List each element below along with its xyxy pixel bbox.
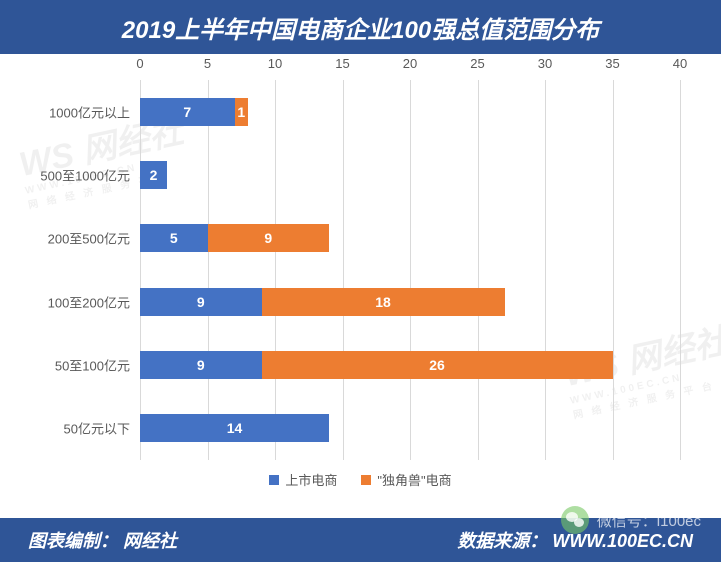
gridline [208,80,209,460]
bar-segment: 5 [140,224,208,252]
plot-area: 05101520253035401000亿元以上71500至1000亿元2200… [140,80,680,460]
bar-row: 14 [140,414,329,442]
footer-left-value: 网经社 [123,531,177,551]
gridline [410,80,411,460]
footer-right-value: WWW.100EC.CN [552,531,693,551]
x-tick-label: 25 [470,56,484,71]
bar-segment: 26 [262,351,613,379]
y-tick-label: 500至1000亿元 [40,166,130,185]
bar-segment: 7 [140,98,235,126]
legend-swatch [361,475,371,485]
x-tick-label: 10 [268,56,282,71]
y-tick-label: 100至200亿元 [48,292,130,311]
bar-segment: 9 [140,288,262,316]
bar-segment: 9 [140,351,262,379]
legend-label: "独角兽"电商 [377,470,451,489]
gridline [343,80,344,460]
y-tick-label: 50亿元以下 [64,419,130,438]
x-tick-label: 20 [403,56,417,71]
gridline [140,80,141,460]
gridline [545,80,546,460]
bar-row: 71 [140,98,248,126]
chart-container: 2019上半年中国电商企业100强总值范围分布 WS 网经社 WWW.100EC… [0,0,721,562]
footer-left: 图表编制： 网经社 [28,527,177,553]
gridline [680,80,681,460]
chart-title-bar: 2019上半年中国电商企业100强总值范围分布 [0,0,721,54]
legend-swatch [269,475,279,485]
bar-row: 918 [140,288,505,316]
bar-segment: 2 [140,161,167,189]
legend-label: 上市电商 [285,470,337,489]
x-tick-label: 35 [605,56,619,71]
bar-row: 2 [140,161,167,189]
y-tick-label: 200至500亿元 [48,229,130,248]
legend: 上市电商 "独角兽"电商 [0,470,721,489]
gridline [275,80,276,460]
x-tick-label: 30 [538,56,552,71]
x-tick-label: 40 [673,56,687,71]
bar-segment: 14 [140,414,329,442]
x-tick-label: 0 [136,56,143,71]
x-tick-label: 5 [204,56,211,71]
x-tick-label: 15 [335,56,349,71]
legend-item: "独角兽"电商 [361,470,451,489]
wechat-overlay: 微信号：i100ec [561,506,701,534]
gridline [613,80,614,460]
wechat-label: 微信号：i100ec [597,510,701,531]
bar-segment: 18 [262,288,505,316]
bar-segment: 1 [235,98,249,126]
gridline [478,80,479,460]
y-tick-label: 50至100亿元 [55,356,130,375]
chart-title: 2019上半年中国电商企业100强总值范围分布 [122,10,599,45]
y-tick-label: 1000亿元以上 [49,102,130,121]
footer-left-label: 图表编制： [28,531,118,551]
bar-row: 926 [140,351,613,379]
bar-segment: 9 [208,224,330,252]
bar-row: 59 [140,224,329,252]
footer-right-label: 数据来源： [457,531,547,551]
wechat-icon [561,506,589,534]
legend-item: 上市电商 [269,470,337,489]
